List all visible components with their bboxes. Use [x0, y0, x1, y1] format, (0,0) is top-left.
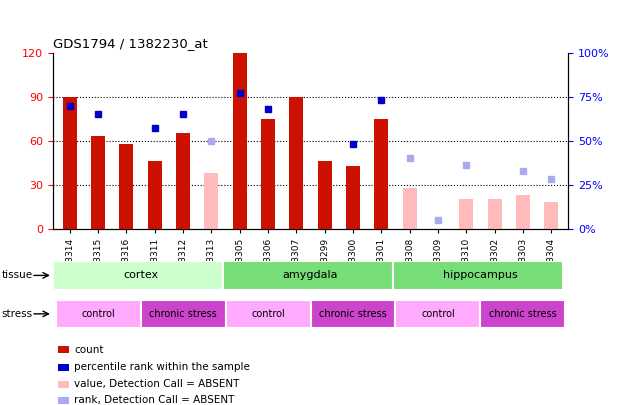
Bar	[317, 161, 332, 229]
Bar	[310, 300, 396, 328]
Text: tissue: tissue	[2, 271, 33, 280]
Bar	[346, 166, 360, 229]
Bar	[140, 300, 225, 328]
Bar	[91, 136, 105, 229]
Bar	[58, 364, 70, 371]
Text: control: control	[421, 309, 455, 319]
Bar	[56, 300, 140, 328]
Bar	[225, 300, 310, 328]
Bar	[402, 188, 417, 229]
Text: count: count	[75, 345, 104, 355]
Text: value, Detection Call = ABSENT: value, Detection Call = ABSENT	[75, 379, 240, 389]
Text: chronic stress: chronic stress	[319, 309, 387, 319]
Text: control: control	[251, 309, 285, 319]
Bar	[176, 133, 190, 229]
Bar	[204, 173, 219, 229]
Bar	[58, 381, 70, 388]
Bar	[58, 397, 70, 404]
Bar	[396, 300, 481, 328]
Bar	[481, 300, 565, 328]
Bar	[261, 119, 275, 229]
Bar	[119, 144, 134, 229]
Text: hippocampus: hippocampus	[443, 271, 518, 280]
Text: control: control	[81, 309, 115, 319]
Bar	[374, 119, 388, 229]
Text: GDS1794 / 1382230_at: GDS1794 / 1382230_at	[53, 37, 207, 50]
Bar	[487, 199, 502, 229]
Bar	[516, 195, 530, 229]
Text: cortex: cortex	[123, 271, 158, 280]
Text: stress: stress	[2, 309, 33, 319]
Bar	[58, 347, 70, 353]
Text: rank, Detection Call = ABSENT: rank, Detection Call = ABSENT	[75, 395, 235, 405]
Text: percentile rank within the sample: percentile rank within the sample	[75, 362, 250, 372]
Bar	[148, 161, 162, 229]
Bar	[53, 261, 223, 290]
Bar	[63, 97, 77, 229]
Text: chronic stress: chronic stress	[149, 309, 217, 319]
Bar	[459, 199, 473, 229]
Bar	[233, 53, 247, 229]
Bar	[392, 261, 563, 290]
Bar	[289, 97, 304, 229]
Text: amygdala: amygdala	[283, 271, 338, 280]
Bar	[544, 202, 558, 229]
Bar	[223, 261, 392, 290]
Text: chronic stress: chronic stress	[489, 309, 557, 319]
